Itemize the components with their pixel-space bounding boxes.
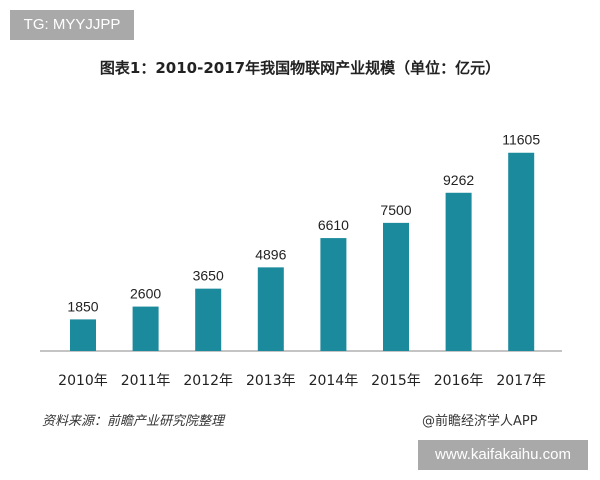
bar: [320, 238, 347, 351]
x-tick-label: 2013年: [246, 373, 296, 389]
watermark-url: www.kaifakaihu.com: [418, 440, 588, 470]
data-label: 6610: [318, 217, 349, 233]
bar: [195, 288, 222, 351]
x-tick-label: 2016年: [434, 373, 484, 389]
data-label: 7500: [380, 202, 411, 218]
data-label: 9262: [443, 172, 474, 188]
bar: [383, 222, 409, 351]
bar: [257, 267, 284, 351]
credit-note: @前瞻经济学人APP: [422, 414, 538, 429]
x-tick-label: 2010年: [58, 373, 108, 389]
x-tick-label: 2017年: [496, 373, 546, 389]
data-label: 11605: [502, 132, 540, 148]
bar: [70, 319, 96, 351]
x-tick-label: 2014年: [309, 373, 359, 389]
data-label: 2600: [130, 286, 161, 302]
data-label: 4896: [255, 246, 286, 262]
x-tick-label: 2012年: [183, 373, 233, 389]
data-label: 1850: [67, 298, 98, 314]
x-tick-label: 2015年: [371, 373, 421, 389]
data-label: 3650: [193, 268, 224, 284]
x-tick-label: 2011年: [121, 373, 171, 389]
chart-title: 图表1：2010-2017年我国物联网产业规模（单位：亿元）: [99, 59, 501, 77]
bar: [508, 152, 535, 351]
bar: [132, 306, 159, 351]
bar: [445, 192, 472, 351]
watermark-tag: TG: MYYJJPP: [10, 10, 134, 40]
source-note: 资料来源：前瞻产业研究院整理: [42, 414, 225, 429]
